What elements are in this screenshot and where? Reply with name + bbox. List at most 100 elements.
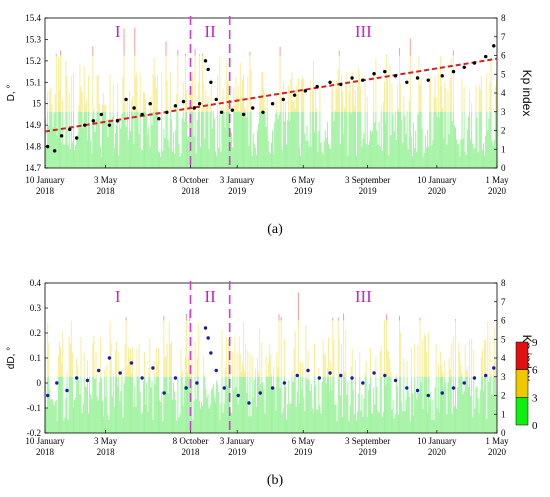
kp-bar-green xyxy=(141,149,143,168)
kp-bar-green xyxy=(451,413,453,433)
kp-bar-green xyxy=(477,152,479,168)
kp-bar-green xyxy=(334,111,336,168)
kp-bar-green xyxy=(292,111,294,168)
kp-bar-yellow xyxy=(490,374,492,377)
kp-bar-red xyxy=(202,53,204,56)
kp-bar-green xyxy=(67,420,69,433)
kp-bar-green xyxy=(434,387,436,433)
kp-bar-green xyxy=(153,111,155,168)
kp-bar-green xyxy=(269,376,271,433)
kp-bar-red xyxy=(279,46,281,56)
kp-bar-green xyxy=(196,376,198,433)
kp-bar-green xyxy=(380,376,382,433)
kp-bar-green xyxy=(258,376,260,433)
kp-bar-green xyxy=(253,143,255,168)
kp-bar-yellow xyxy=(296,94,298,112)
kp-bar-yellow xyxy=(406,110,408,112)
kp-bar-yellow xyxy=(203,356,205,377)
kp-bar-green xyxy=(54,111,56,168)
kp-bar-green xyxy=(491,394,493,433)
kp-bar-green xyxy=(86,140,88,168)
kp-bar-green xyxy=(102,401,104,433)
kp-bar-green xyxy=(192,420,194,433)
kp-bar-green xyxy=(438,412,440,433)
kp-bar-yellow xyxy=(258,372,260,377)
kp-bar-green xyxy=(192,111,194,168)
kp-bar-yellow xyxy=(182,81,184,112)
kp-bar-green xyxy=(188,376,190,433)
kp-bar-green xyxy=(272,130,274,168)
data-point xyxy=(96,368,101,373)
kp-bar-green xyxy=(425,147,427,168)
kp-bar-green xyxy=(377,410,379,433)
kp-bar-green xyxy=(414,148,416,168)
kp-bar-yellow xyxy=(212,110,214,112)
colorbar-segment xyxy=(515,369,529,398)
kp-bar-yellow xyxy=(47,323,49,377)
data-point xyxy=(197,102,202,106)
kp-bar-yellow xyxy=(80,336,82,377)
data-point xyxy=(206,336,210,340)
kp-bar-yellow xyxy=(309,80,311,112)
kp-bar-yellow xyxy=(448,358,450,377)
kp-bar-green xyxy=(91,398,93,433)
kp-bar-green xyxy=(309,390,311,433)
kp-bar-green xyxy=(231,412,233,433)
kp-bar-green xyxy=(347,381,349,433)
data-point xyxy=(350,76,354,80)
kp-bar-yellow xyxy=(307,350,309,377)
kp-bar-green xyxy=(104,376,106,433)
y-tick-label: 0.1 xyxy=(30,353,41,363)
kp-bar-yellow xyxy=(158,347,159,377)
y-tick-label: 15.3 xyxy=(25,34,41,44)
kp-bar-green xyxy=(113,147,115,168)
kp-bar-yellow xyxy=(441,364,443,377)
kp-bar-green xyxy=(342,416,343,433)
kp-bar-green xyxy=(97,111,99,168)
kp-bar-green xyxy=(322,376,324,433)
kp-bar-green xyxy=(417,114,419,168)
kp-bar-yellow xyxy=(98,103,100,112)
kp-bar-green xyxy=(66,111,68,168)
kp-bar-green xyxy=(112,376,114,433)
kp-bar-green xyxy=(433,420,435,433)
kp-bar-green xyxy=(262,381,264,433)
kp-bar-green xyxy=(264,413,266,433)
kp-bar-green xyxy=(181,118,183,168)
kp-bar-green xyxy=(53,113,55,168)
kp-bar-yellow xyxy=(202,55,204,112)
kp-bar-green xyxy=(378,413,380,433)
kp-bar-green xyxy=(117,386,119,433)
kp-bar-green xyxy=(239,376,241,433)
kp-bar-green xyxy=(367,390,369,433)
kp-bar-yellow xyxy=(290,78,292,112)
data-point xyxy=(55,381,59,385)
kp-bar-green xyxy=(51,398,53,433)
kp-bar-green xyxy=(184,111,186,168)
kp-bar-yellow xyxy=(316,108,318,112)
kp-bar-green xyxy=(82,403,84,433)
kp-bar-green xyxy=(126,111,128,168)
kp-bar-green xyxy=(381,417,383,433)
kp-bar-yellow xyxy=(247,76,249,112)
kp-bar-green xyxy=(444,376,446,433)
data-point xyxy=(251,106,255,110)
kp-bar-yellow xyxy=(288,84,290,112)
kp-bar-green xyxy=(464,151,466,168)
kp-bar-yellow xyxy=(450,57,452,112)
kp-bar-green xyxy=(121,113,123,168)
kp-bar-green xyxy=(108,119,110,168)
kp-bar-yellow xyxy=(58,341,60,377)
kp-bar-yellow xyxy=(284,101,286,112)
kp-bar-yellow xyxy=(144,92,145,112)
kp-bar-green xyxy=(176,420,178,433)
kp-bar-green xyxy=(225,376,227,433)
kp-bar-green xyxy=(380,111,382,168)
kp-bar-green xyxy=(136,111,138,168)
kp-bar-green xyxy=(69,376,71,433)
kp-bar-green xyxy=(469,111,470,168)
data-point xyxy=(462,381,466,385)
kp-bar-green xyxy=(461,376,463,433)
kp-bar-yellow xyxy=(442,107,444,112)
kp-bar-green xyxy=(304,133,306,168)
